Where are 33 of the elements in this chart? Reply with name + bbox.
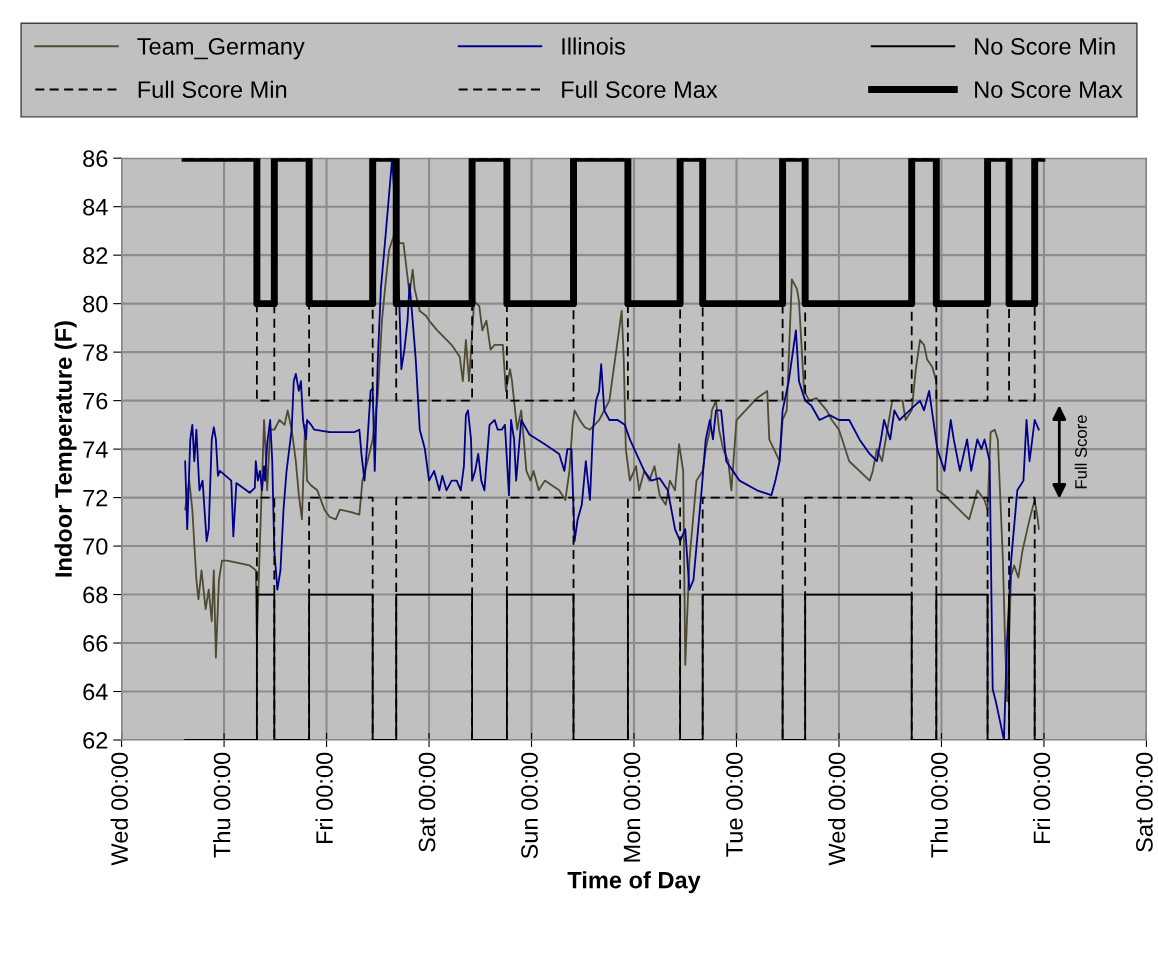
y-tick-label: 84 — [83, 198, 108, 216]
y-tick-label: 68 — [83, 586, 108, 604]
x-tick-label: Thu 00:00 — [930, 752, 948, 858]
y-tick-label: 82 — [83, 247, 108, 264]
x-axis-title: Time of Day — [567, 871, 701, 894]
x-tick-label: Sat 00:00 — [418, 752, 436, 852]
x-tick-label: Thu 00:00 — [213, 752, 231, 858]
legend-label: Illinois — [562, 37, 625, 55]
y-tick-label: 72 — [83, 489, 108, 507]
legend-label: Team_Germany — [137, 38, 305, 60]
x-tick-label: Sat 00:00 — [1136, 752, 1153, 852]
y-tick-label: 70 — [83, 538, 108, 555]
y-axis-title: Indoor Temperature (F) — [54, 321, 77, 577]
legend-label: Full Score Max — [562, 80, 718, 99]
y-tick-label: 76 — [83, 392, 108, 410]
y-tick-label: 86 — [83, 150, 108, 167]
y-tick-label: 62 — [83, 732, 108, 749]
y-tick-label: 74 — [83, 441, 108, 458]
x-tick-label: Sun 00:00 — [521, 752, 538, 859]
x-tick-label: Mon 00:00 — [623, 752, 641, 862]
annotation: Full Score — [1074, 415, 1087, 489]
y-tick-label: 66 — [83, 635, 108, 652]
legend-label: Full Score Min — [138, 80, 287, 99]
x-tick-label: Fri 00:00 — [1032, 752, 1051, 844]
y-tick-label: 64 — [83, 683, 108, 701]
legend-label: No Score Max — [975, 81, 1123, 99]
x-tick-label: Wed 00:00 — [827, 752, 846, 866]
x-tick-label: Tue 00:00 — [726, 752, 743, 857]
y-tick-label: 78 — [83, 344, 108, 361]
y-tick-label: 80 — [83, 295, 108, 313]
x-tick-label: Fri 00:00 — [315, 752, 333, 844]
legend-label: No Score Min — [975, 37, 1115, 55]
x-tick-label: Wed 00:00 — [110, 752, 128, 866]
